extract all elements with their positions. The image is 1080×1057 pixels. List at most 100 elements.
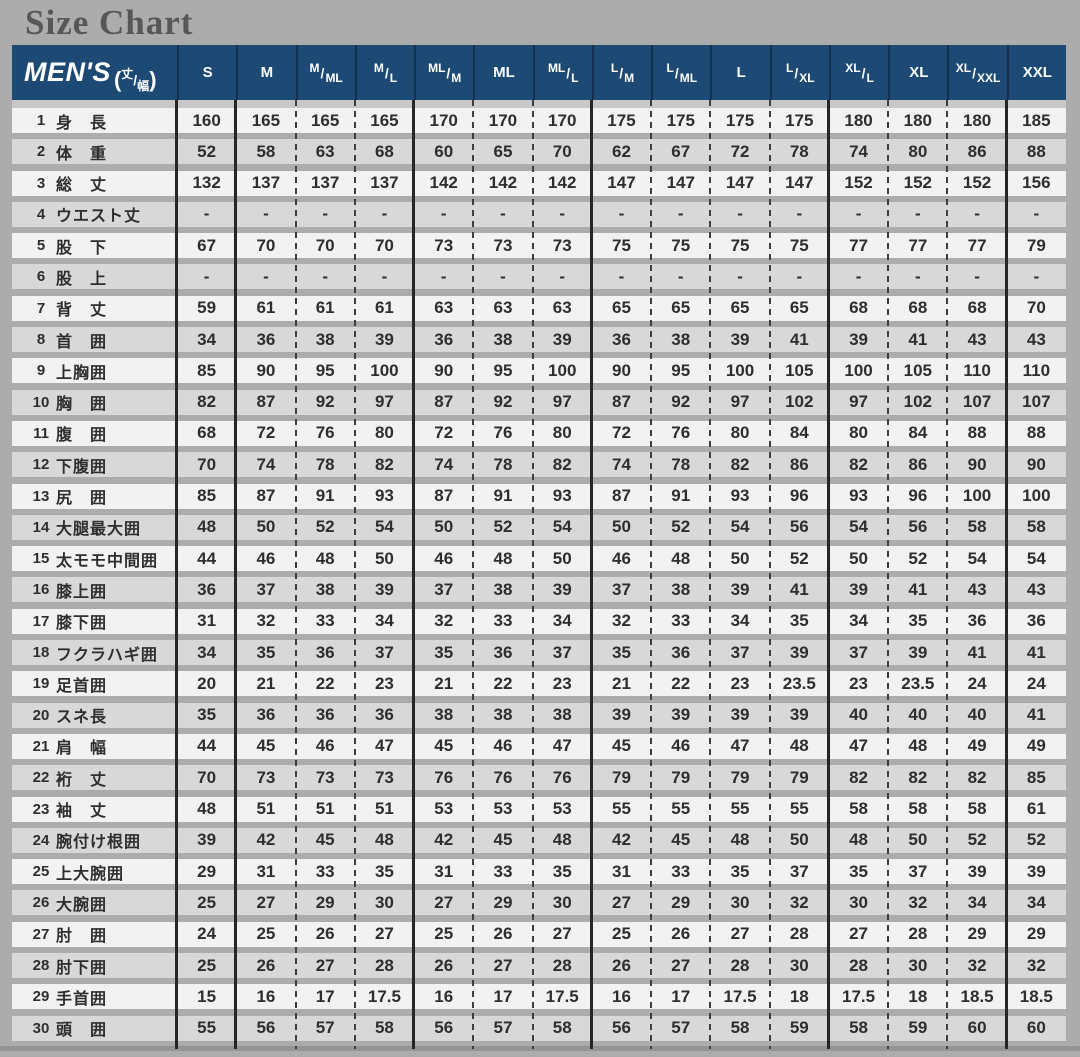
row-values: 29 31 33 35 31 33 35 31 33 35 37 35 37 39 39: [177, 859, 1066, 884]
size-value: 93: [849, 486, 869, 506]
size-value: 26: [671, 924, 691, 944]
row-number: 29: [32, 988, 50, 1006]
size-value: 87: [256, 392, 276, 412]
row-number: 22: [32, 769, 50, 787]
row-label: 13 尻 囲: [12, 484, 177, 509]
size-value: 60: [434, 141, 454, 161]
size-value: 43: [1026, 329, 1046, 349]
size-value: 40: [849, 705, 869, 725]
size-value: 74: [256, 454, 276, 474]
size-value: 24: [967, 673, 987, 693]
size-value: 137: [251, 173, 281, 193]
size-value: -: [440, 266, 447, 286]
size-value: 57: [315, 1018, 335, 1038]
size-value: 73: [315, 767, 335, 787]
size-value: 15: [197, 986, 217, 1006]
measurement-name: 肩 幅: [56, 740, 108, 758]
row-number: 12: [32, 456, 50, 474]
size-value: 17.5: [842, 986, 876, 1006]
row-number: 4: [36, 205, 46, 223]
table-row: 23 袖 丈 48 51 51 51 53 53 53 55 55 55 55 58 58 58 61: [12, 796, 1066, 822]
column-label: /: [861, 64, 866, 81]
size-value: 52: [197, 141, 217, 161]
size-value: 41: [908, 579, 928, 599]
size-value: 28: [374, 955, 394, 975]
size-value: 65: [493, 141, 513, 161]
column-label: ML: [547, 60, 566, 75]
size-value: 86: [908, 454, 928, 474]
size-value: 48: [730, 830, 750, 850]
size-value: 27: [849, 924, 869, 944]
row-label: 18 フクラハギ囲: [12, 640, 177, 665]
size-value: 17: [493, 986, 513, 1006]
size-value: 25: [612, 924, 631, 944]
row-values: 85 90 95 100 90 95 100 90 95 100 105 100 105 110 110: [177, 358, 1066, 383]
row-values: 44 45 46 47 45 46 47 45 46 47 48 47 48 49 49: [177, 734, 1066, 759]
size-value: 55: [671, 799, 691, 819]
size-value: 147: [725, 173, 755, 193]
size-value: 65: [730, 298, 750, 318]
table-row: 16 膝上囲 36 37 38 39 37 38 39 37 38 39 41 39 41 43 43: [12, 577, 1066, 603]
column-label: XXL: [1022, 64, 1052, 81]
size-value: 96: [789, 486, 809, 506]
size-value: 93: [730, 486, 750, 506]
table-row: 3 総 丈 132 137 137 137 142 142 142 147 147 147 147 152…: [12, 170, 1066, 196]
size-value: 16: [434, 986, 454, 1006]
size-value: 27: [552, 924, 572, 944]
size-value: 76: [671, 423, 691, 443]
size-value: 92: [493, 392, 513, 412]
table-row: 17 膝下囲 31 32 33 34 32 33 34 32 33 34 35 34 35 36 36: [12, 608, 1066, 634]
table-row: 21 肩 幅 44 45 46 47 45 46 47 45 46 47 48 47 48 49 49: [12, 733, 1066, 759]
size-value: 52: [315, 517, 335, 537]
size-value: 38: [493, 329, 513, 349]
row-number: 5: [36, 237, 46, 255]
size-value: 41: [1026, 705, 1046, 725]
size-value: 58: [730, 1018, 750, 1038]
size-value: 18: [789, 986, 809, 1006]
size-value: 100: [1022, 486, 1051, 506]
size-value: 88: [1026, 423, 1046, 443]
size-value: 39: [671, 705, 691, 725]
size-value: 50: [434, 517, 454, 537]
column-separator: [472, 100, 474, 1049]
column-label: XL: [799, 70, 815, 85]
size-value: 78: [671, 454, 691, 474]
column-label: M: [624, 70, 635, 85]
size-value: 77: [967, 235, 987, 255]
size-value: 35: [256, 642, 276, 662]
size-value: 18: [908, 986, 928, 1006]
column-label: M: [373, 60, 384, 75]
size-value: 132: [192, 173, 221, 193]
size-value: 79: [671, 767, 691, 787]
size-value: 42: [256, 830, 276, 850]
size-value: 142: [548, 173, 577, 193]
size-value: 29: [1026, 924, 1046, 944]
size-value: 37: [552, 642, 572, 662]
size-value: 152: [844, 173, 873, 193]
size-value: -: [914, 266, 921, 286]
table-row: 13 尻 囲 85 87 91 93 87 91 93 87 91 93 96 93 96 100 100: [12, 483, 1066, 509]
measurement-name: 太モモ中間囲: [56, 552, 159, 570]
size-value: 91: [493, 486, 513, 506]
size-value: 37: [908, 861, 928, 881]
size-value: 100: [962, 486, 992, 506]
size-value: 58: [849, 799, 869, 819]
size-value: 40: [908, 705, 928, 725]
size-value: 36: [256, 705, 276, 725]
size-value: 27: [315, 955, 335, 975]
size-value: 34: [197, 329, 217, 349]
size-value: 54: [374, 517, 394, 537]
size-value: 36: [671, 642, 691, 662]
column-header-s: S: [177, 45, 236, 100]
row-label: 11 腹 囲: [12, 421, 177, 446]
length-width-unit: (丈 / 幅): [114, 67, 157, 94]
column-header-xl-xxl: XL / XXL: [947, 45, 1006, 100]
size-value: 36: [315, 642, 335, 662]
table-row: 11 腹 囲 68 72 76 80 72 76 80 72 76 80 84 80 84 88 88: [12, 420, 1066, 446]
size-value: 110: [963, 360, 991, 380]
row-number: 3: [36, 174, 46, 192]
column-header-m-l: M / L: [354, 45, 414, 100]
size-value: 100: [844, 360, 873, 380]
size-value: -: [1033, 266, 1040, 286]
